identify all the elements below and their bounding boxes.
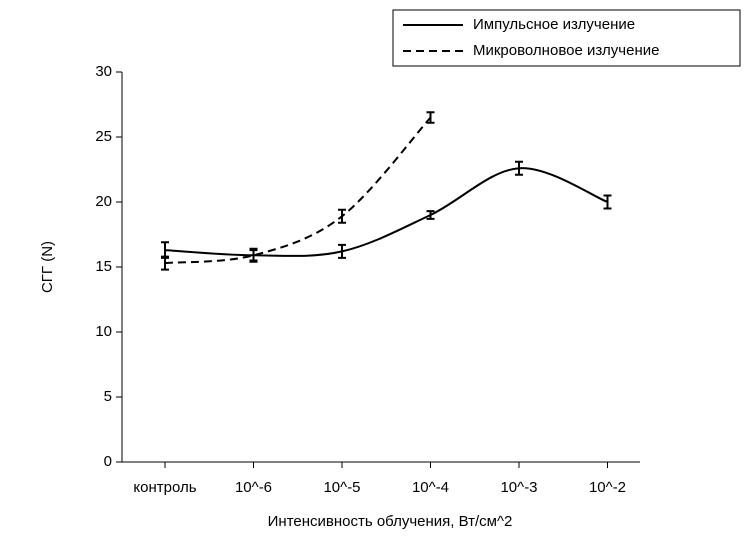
x-tick-label: 10^-5 — [323, 479, 360, 496]
legend-label: Микроволновое излучение — [473, 42, 659, 59]
x-tick-label: 10^-3 — [500, 479, 537, 496]
series-line — [164, 116, 432, 265]
x-tick-label: 10^-4 — [412, 479, 449, 496]
x-tick-label: 10^-2 — [589, 479, 626, 496]
y-tick-label: 15 — [95, 258, 112, 275]
error-bar — [338, 243, 346, 259]
series-line — [164, 167, 608, 257]
error-bar — [338, 208, 346, 224]
error-bar — [161, 255, 169, 271]
y-tick-label: 30 — [95, 63, 112, 80]
error-bar — [249, 249, 258, 262]
y-axis-label: СГГ (N) — [39, 241, 56, 293]
error-bar — [426, 210, 435, 220]
x-axis-label: Интенсивность облучения, Вт/см^2 — [268, 513, 513, 530]
y-tick-label: 0 — [104, 453, 112, 470]
error-bar — [515, 160, 523, 176]
y-tick-label: 20 — [95, 193, 112, 210]
x-tick-label: 10^-6 — [235, 479, 272, 496]
legend-box — [392, 9, 741, 67]
x-tick-label: контроль — [133, 479, 196, 496]
y-tick-label: 25 — [95, 128, 112, 145]
legend-label: Импульсное излучение — [473, 16, 635, 33]
error-bar — [426, 111, 435, 124]
y-tick-label: 10 — [95, 323, 112, 340]
error-bar — [603, 194, 612, 210]
y-tick-label: 5 — [104, 388, 112, 405]
